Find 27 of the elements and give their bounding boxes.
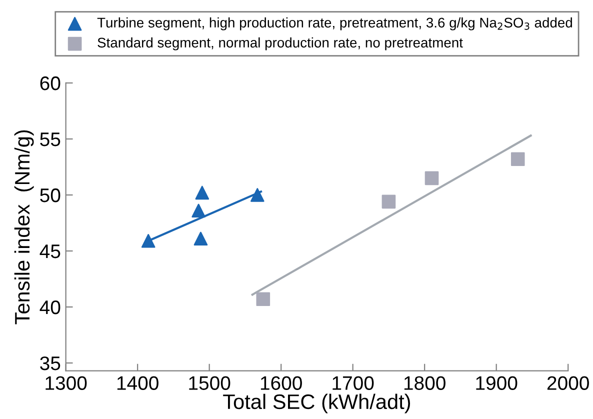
x-axis-title: Total SEC (kWh/adt): [223, 394, 410, 414]
point: [141, 234, 156, 248]
point: [194, 232, 208, 246]
x-tick-label: 1300: [46, 376, 87, 390]
y-tick-label: 40: [40, 300, 60, 314]
y-tick-label: 35: [40, 356, 60, 370]
x-tick-label: 1400: [117, 376, 158, 390]
point: [424, 171, 439, 186]
point: [256, 292, 270, 306]
x-tick-label: 1900: [476, 376, 518, 390]
legend-label: Standard segment, normal production rate, no pretreatment: [98, 37, 463, 50]
legend-label: Turbine segment, high production rate, pretreatment, 3.6 g/kg Na$_{2}$SO$_{3}$ added: [97, 17, 572, 30]
y-tick-label: 45: [40, 244, 60, 258]
point: [382, 194, 396, 209]
point: [195, 186, 210, 200]
point: [250, 188, 264, 202]
x-tick-label: 1500: [189, 376, 230, 390]
point: [510, 152, 525, 166]
x-tick-label: 1600: [260, 376, 302, 390]
point: [192, 204, 206, 218]
y-tick-label: 60: [40, 76, 60, 90]
x-tick-label: 2000: [547, 376, 589, 390]
x-tick-label: 1700: [332, 376, 374, 390]
x-tick-label: 1800: [404, 376, 446, 390]
y-tick-label: 55: [40, 132, 60, 146]
y-tick-label: 50: [40, 188, 60, 202]
y-axis-title: Tensile index (Nm/g): [14, 130, 34, 324]
